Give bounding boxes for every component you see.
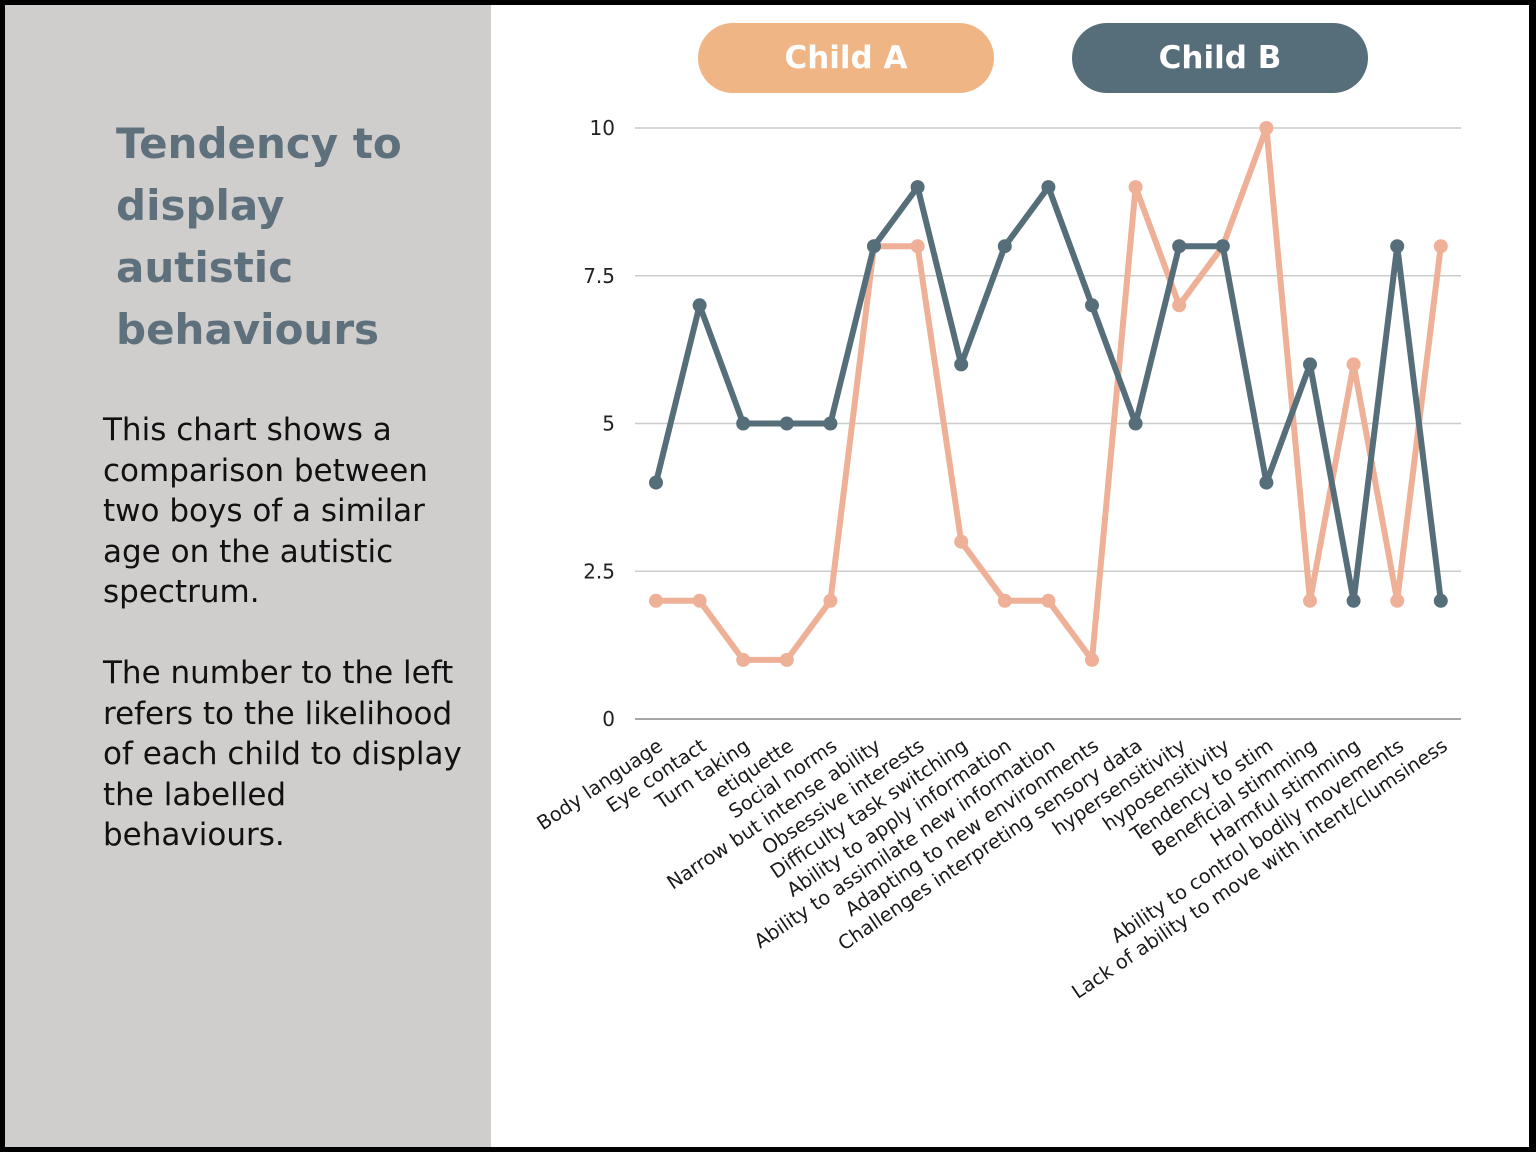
data-point-child-b bbox=[823, 416, 838, 431]
data-point-child-b bbox=[997, 239, 1012, 254]
data-point-child-a bbox=[1259, 121, 1274, 135]
y-tick-label: 0 bbox=[602, 707, 615, 731]
data-point-child-a bbox=[1303, 593, 1317, 608]
data-point-child-a bbox=[1041, 593, 1056, 608]
data-point-child-b bbox=[1433, 593, 1448, 608]
data-point-child-a bbox=[692, 593, 707, 608]
data-point-child-a bbox=[1346, 357, 1361, 372]
data-point-child-a bbox=[910, 239, 925, 254]
panel-title: Tendency to display autistic behaviours bbox=[116, 119, 402, 354]
data-point-child-a bbox=[954, 534, 969, 549]
legend-child-b: Child B bbox=[1072, 23, 1368, 93]
data-point-child-a bbox=[779, 652, 794, 667]
data-point-child-b bbox=[779, 416, 794, 431]
data-point-child-b bbox=[1259, 475, 1274, 490]
data-point-child-b bbox=[867, 239, 881, 254]
data-point-child-a bbox=[736, 652, 751, 667]
data-point-child-b bbox=[1172, 239, 1187, 254]
slide: Tendency to display autistic behaviours … bbox=[5, 5, 1529, 1147]
description-paragraph-2: The number to the left refers to the lik… bbox=[103, 655, 462, 853]
data-point-child-b bbox=[954, 357, 969, 372]
data-point-child-b bbox=[1303, 357, 1317, 372]
data-point-child-a bbox=[1085, 652, 1099, 667]
y-tick-label: 2.5 bbox=[583, 559, 615, 583]
y-tick-label: 7.5 bbox=[583, 264, 615, 288]
data-point-child-b bbox=[1215, 239, 1230, 254]
data-point-child-b bbox=[736, 416, 751, 431]
data-point-child-a bbox=[1433, 239, 1448, 254]
legend-child-a: Child A bbox=[698, 23, 994, 93]
data-point-child-b bbox=[1085, 298, 1099, 313]
data-point-child-a bbox=[997, 593, 1012, 608]
panel-description: This chart shows a comparison between tw… bbox=[103, 410, 473, 856]
data-point-child-a bbox=[1172, 298, 1187, 313]
data-point-child-a bbox=[1128, 180, 1143, 195]
data-point-child-b bbox=[1041, 180, 1056, 195]
data-point-child-b bbox=[910, 180, 925, 195]
data-point-child-b bbox=[649, 475, 663, 490]
data-point-child-b bbox=[1128, 416, 1143, 431]
data-point-child-b bbox=[692, 298, 707, 313]
data-point-child-a bbox=[1390, 593, 1405, 608]
data-point-child-b bbox=[1346, 593, 1361, 608]
data-point-child-a bbox=[649, 593, 663, 608]
data-point-child-a bbox=[823, 593, 838, 608]
side-panel: Tendency to display autistic behaviours … bbox=[5, 5, 491, 1147]
y-tick-label: 5 bbox=[602, 412, 615, 436]
description-paragraph-1: This chart shows a comparison between tw… bbox=[103, 412, 428, 610]
data-point-child-b bbox=[1390, 239, 1405, 254]
y-tick-label: 10 bbox=[590, 116, 615, 140]
series-line-child-a bbox=[653, 125, 1444, 663]
